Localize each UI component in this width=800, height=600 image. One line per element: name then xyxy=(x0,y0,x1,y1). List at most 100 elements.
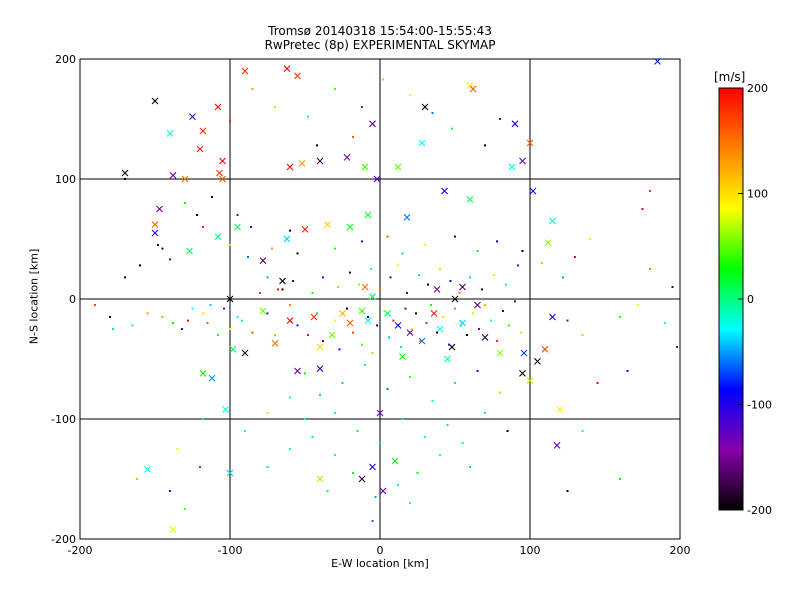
data-point-cross xyxy=(343,154,351,161)
data-point-dot xyxy=(244,430,246,432)
data-point-cross xyxy=(361,163,369,171)
data-point-dot xyxy=(481,288,483,291)
data-point-dot xyxy=(446,424,449,426)
data-point-dot xyxy=(311,436,314,438)
data-point-cross xyxy=(394,322,402,329)
data-point-dot xyxy=(566,490,569,492)
data-point-cross xyxy=(324,221,331,228)
data-point-dot xyxy=(416,472,419,474)
data-point-dot xyxy=(169,490,171,492)
data-point-dot xyxy=(566,319,569,322)
data-point-dot xyxy=(649,268,651,270)
data-point-dot xyxy=(326,490,329,492)
data-point-dot xyxy=(229,244,231,246)
data-point-cross xyxy=(373,175,381,183)
data-point-cross xyxy=(364,317,372,324)
data-point-dot xyxy=(191,307,194,310)
data-point-cross xyxy=(186,247,193,255)
data-point-dot xyxy=(499,391,501,394)
y-axis-label: N-S location [km] xyxy=(27,248,41,345)
data-point-cross xyxy=(529,187,537,195)
data-point-dot xyxy=(581,334,584,336)
data-point-cross xyxy=(208,374,216,382)
data-point-dot xyxy=(352,136,354,138)
data-point-dot xyxy=(410,328,413,330)
data-point-dot xyxy=(514,300,516,303)
data-point-dot xyxy=(184,508,186,510)
x-axis-label: E-W location [km] xyxy=(331,557,429,570)
data-point-dot xyxy=(581,430,584,432)
data-point-cross xyxy=(358,307,366,315)
data-point-cross xyxy=(151,229,159,237)
data-point-cross xyxy=(226,295,234,303)
data-point-dot xyxy=(334,412,336,414)
colorbar-tick-label: 0 xyxy=(747,293,754,306)
data-point-dot xyxy=(271,247,273,250)
data-point-dot xyxy=(187,319,189,322)
data-point-dot xyxy=(520,331,522,334)
data-point-cross xyxy=(166,130,174,137)
data-point-dot xyxy=(401,418,404,420)
data-point-dot xyxy=(431,112,434,114)
data-point-dot xyxy=(397,484,399,486)
data-point-dot xyxy=(217,334,219,336)
data-point-cross xyxy=(361,283,369,291)
data-point-dot xyxy=(460,324,462,327)
data-point-cross xyxy=(481,334,489,341)
data-point-cross xyxy=(316,157,324,165)
data-point-cross xyxy=(219,175,226,183)
data-point-dot xyxy=(449,280,452,282)
data-point-dot xyxy=(478,328,480,330)
data-point-dot xyxy=(161,247,164,250)
data-point-dot xyxy=(383,310,386,312)
data-point-dot xyxy=(277,288,279,291)
data-point-cross xyxy=(346,223,354,231)
data-point-dot xyxy=(358,283,360,286)
x-tick-label: 0 xyxy=(377,544,384,557)
data-point-dot xyxy=(346,307,348,310)
data-point-cross xyxy=(294,72,301,80)
data-point-dot xyxy=(676,346,678,348)
data-point-dot xyxy=(289,304,291,306)
data-point-cross xyxy=(358,475,366,483)
data-point-dot xyxy=(251,331,254,334)
data-point-dot xyxy=(541,262,543,264)
data-point-dot xyxy=(484,412,486,414)
data-point-dot xyxy=(169,258,171,261)
data-point-dot xyxy=(499,118,501,120)
data-point-dot xyxy=(424,436,426,438)
data-point-cross xyxy=(283,235,291,243)
data-point-dot xyxy=(206,322,209,324)
x-tick-label: 100 xyxy=(520,544,541,557)
data-point-dot xyxy=(448,343,450,346)
data-point-cross xyxy=(526,377,534,384)
data-point-cross xyxy=(364,211,372,219)
data-point-dot xyxy=(307,334,309,336)
data-point-cross xyxy=(394,163,402,171)
data-point-dot xyxy=(337,286,339,288)
data-point-dot xyxy=(461,442,464,444)
data-point-dot xyxy=(236,316,239,318)
data-point-dot xyxy=(439,454,441,456)
data-point-cross xyxy=(418,139,426,147)
data-point-dot xyxy=(454,382,456,384)
data-point-cross xyxy=(519,157,526,165)
data-point-cross xyxy=(369,293,376,300)
data-point-dot xyxy=(508,324,510,327)
data-point-cross xyxy=(196,145,204,153)
data-point-dot xyxy=(419,340,422,342)
data-point-dot xyxy=(431,400,434,402)
data-point-cross xyxy=(234,223,241,231)
data-point-dot xyxy=(229,120,231,123)
data-point-dot xyxy=(356,430,359,432)
data-point-dot xyxy=(439,268,441,270)
data-point-dot xyxy=(476,370,479,372)
data-point-cross xyxy=(169,172,177,179)
data-point-cross xyxy=(436,325,444,333)
data-point-cross xyxy=(144,466,151,473)
data-point-cross xyxy=(259,307,267,315)
data-point-dot xyxy=(401,252,404,255)
data-point-cross xyxy=(241,349,249,357)
data-point-dot xyxy=(454,235,456,238)
